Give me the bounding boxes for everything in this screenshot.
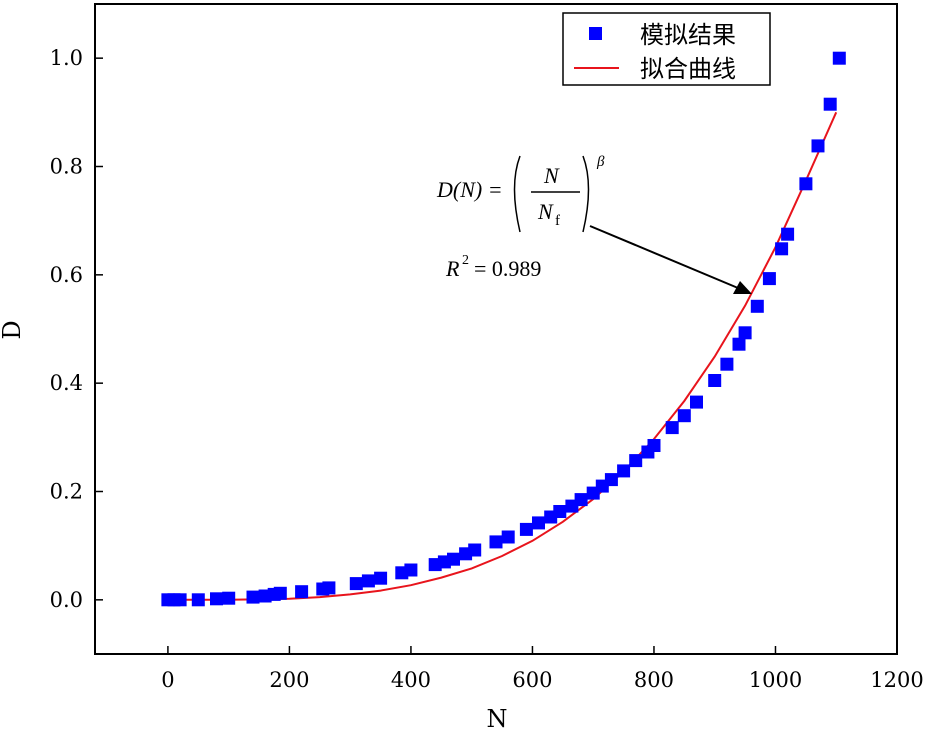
legend-box	[562, 12, 771, 86]
scatter-point	[811, 139, 825, 153]
scatter-point	[295, 585, 309, 599]
fraction-denominator-subscript: f	[555, 213, 560, 229]
y-tick-label: 0.8	[50, 155, 83, 179]
legend-label-scatter: 模拟结果	[640, 21, 736, 49]
scatter-point	[690, 395, 703, 409]
scatter-point	[468, 543, 482, 557]
x-tick-label: 600	[512, 668, 552, 692]
scatter-point	[823, 97, 837, 111]
scatter-point	[273, 586, 287, 600]
right-paren	[582, 155, 590, 233]
scatter-point	[246, 590, 260, 604]
legend-label-fit: 拟合曲线	[640, 55, 736, 83]
y-axis: 0.0 0.2 0.4 0.6 0.8 1.0	[50, 46, 103, 612]
scatter-point	[781, 227, 795, 241]
scatter-point	[604, 473, 618, 487]
x-tick-label: 200	[269, 668, 309, 692]
scatter-point	[665, 421, 679, 435]
scatter-point	[720, 357, 734, 371]
equation-lhs: D(N) =	[436, 177, 503, 202]
x-tick-label: 0	[161, 668, 174, 692]
scatter-point	[677, 409, 691, 423]
scatter-point	[349, 577, 363, 591]
scatter-point	[447, 552, 460, 566]
scatter-point	[489, 535, 503, 549]
scatter-point	[222, 591, 236, 605]
y-tick-label: 0.2	[50, 480, 83, 504]
y-tick-label: 0.0	[50, 588, 83, 612]
scatter-point	[322, 581, 336, 595]
scatter-points-layer	[161, 51, 846, 607]
x-tick-label: 400	[391, 668, 431, 692]
exponent-beta: β	[596, 154, 605, 170]
scatter-point	[519, 522, 533, 536]
scatter-point	[553, 505, 567, 518]
plot-frame	[94, 3, 898, 655]
scatter-point	[374, 571, 388, 585]
scatter-point	[647, 439, 661, 452]
y-tick-label: 0.4	[50, 371, 83, 395]
scatter-point	[617, 464, 631, 478]
scatter-point	[750, 299, 764, 313]
left-paren	[513, 155, 521, 233]
scatter-point	[775, 242, 789, 256]
scatter-point	[832, 51, 846, 65]
scatter-point	[574, 493, 588, 507]
x-axis: 0 200 400 600 800 1000 1200	[161, 646, 924, 692]
y-tick-label: 0.6	[50, 263, 83, 287]
legend: 模拟结果 拟合曲线	[562, 12, 771, 86]
annotation-arrow-head	[733, 281, 752, 294]
scatter-point	[799, 177, 813, 191]
equation-annotation: D(N) = N N f β R 2 = 0.989	[436, 154, 752, 294]
scatter-point	[738, 326, 752, 340]
scatter-point	[762, 272, 776, 286]
x-tick-label: 1000	[749, 668, 802, 692]
y-tick-label: 1.0	[50, 46, 83, 70]
annotation-arrow-line	[589, 225, 739, 289]
x-tick-label: 1200	[870, 668, 923, 692]
scatter-point	[532, 516, 545, 530]
scatter-point	[361, 574, 375, 588]
scatter-point	[191, 593, 205, 607]
x-tick-label: 800	[634, 668, 674, 692]
r2-value: = 0.989	[474, 256, 541, 281]
scatter-point	[732, 337, 746, 351]
r2-label: R	[445, 256, 460, 281]
x-axis-title: N	[487, 705, 508, 733]
legend-marker-scatter	[589, 27, 602, 40]
scatter-point	[404, 563, 418, 577]
y-axis-title: D	[0, 320, 26, 339]
scatter-point	[501, 530, 515, 544]
r2-superscript: 2	[462, 253, 469, 268]
fraction-numerator: N	[543, 163, 560, 188]
fraction-denominator: N	[537, 199, 554, 224]
scatter-point	[629, 454, 643, 468]
scatter-point	[708, 374, 722, 387]
scatter-point	[173, 593, 187, 607]
scatter-point	[210, 592, 223, 606]
